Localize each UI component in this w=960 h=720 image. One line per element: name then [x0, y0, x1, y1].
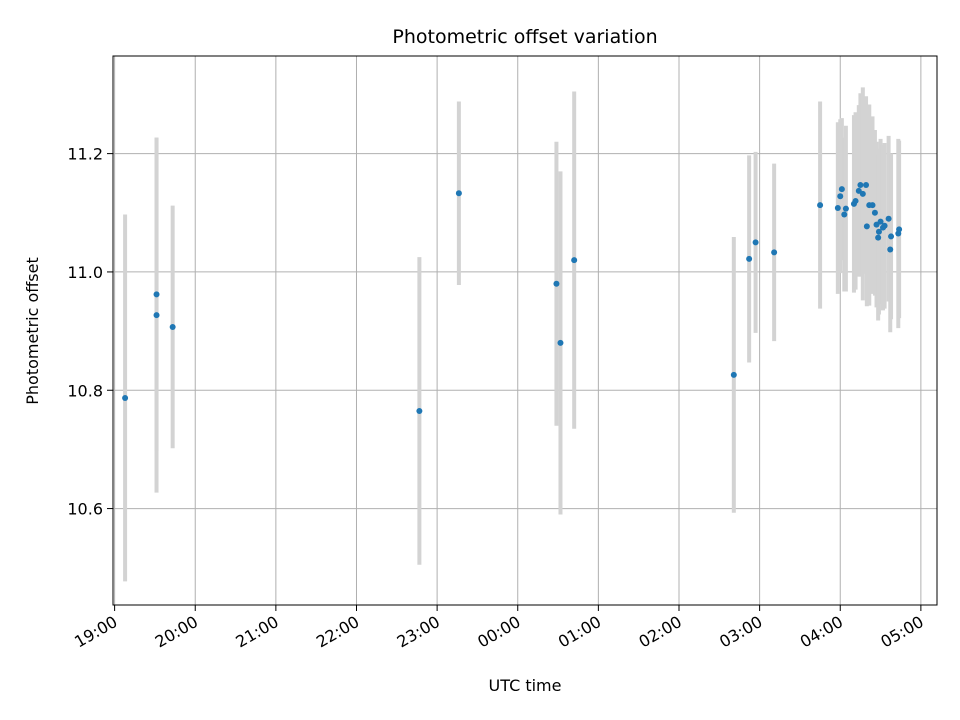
- data-point: [863, 181, 870, 188]
- data-point: [817, 202, 824, 209]
- data-point: [869, 202, 876, 209]
- y-axis-label: Photometric offset: [23, 257, 42, 405]
- data-point: [169, 323, 176, 330]
- data-point: [859, 190, 866, 197]
- data-point: [877, 218, 884, 225]
- data-point: [887, 246, 894, 253]
- data-point: [885, 215, 892, 222]
- data-point: [571, 257, 578, 264]
- data-point: [122, 394, 129, 401]
- data-point: [730, 371, 737, 378]
- data-point: [455, 190, 462, 197]
- data-point: [871, 209, 878, 216]
- y-tick-label: 10.6: [67, 500, 103, 519]
- y-tick-label: 10.8: [67, 381, 103, 400]
- data-point: [771, 249, 778, 256]
- data-point: [852, 197, 859, 204]
- data-point: [416, 407, 423, 414]
- data-point: [752, 239, 759, 246]
- data-point: [557, 339, 564, 346]
- data-point: [842, 205, 849, 212]
- data-point: [863, 223, 870, 230]
- data-point: [841, 211, 848, 218]
- grid-lines: [113, 56, 937, 605]
- data-point: [896, 226, 903, 233]
- data-point: [838, 186, 845, 193]
- x-axis-label: UTC time: [489, 676, 562, 695]
- data-point: [875, 228, 882, 235]
- data-points: [122, 181, 903, 414]
- data-point: [857, 181, 864, 188]
- y-tick-label: 11.0: [67, 263, 103, 282]
- data-point: [746, 255, 753, 262]
- data-point: [837, 193, 844, 200]
- data-point: [834, 205, 841, 212]
- chart-title: Photometric offset variation: [392, 26, 657, 48]
- data-point: [153, 312, 160, 319]
- data-point: [888, 233, 895, 240]
- data-point: [553, 280, 560, 287]
- data-point: [881, 222, 888, 229]
- plot-frame: [112, 55, 938, 606]
- y-tick-label: 11.2: [67, 145, 103, 164]
- data-point: [153, 291, 160, 298]
- data-point: [875, 234, 882, 241]
- y-axis-ticks: 10.6 10.8 11.0 11.2: [67, 145, 113, 519]
